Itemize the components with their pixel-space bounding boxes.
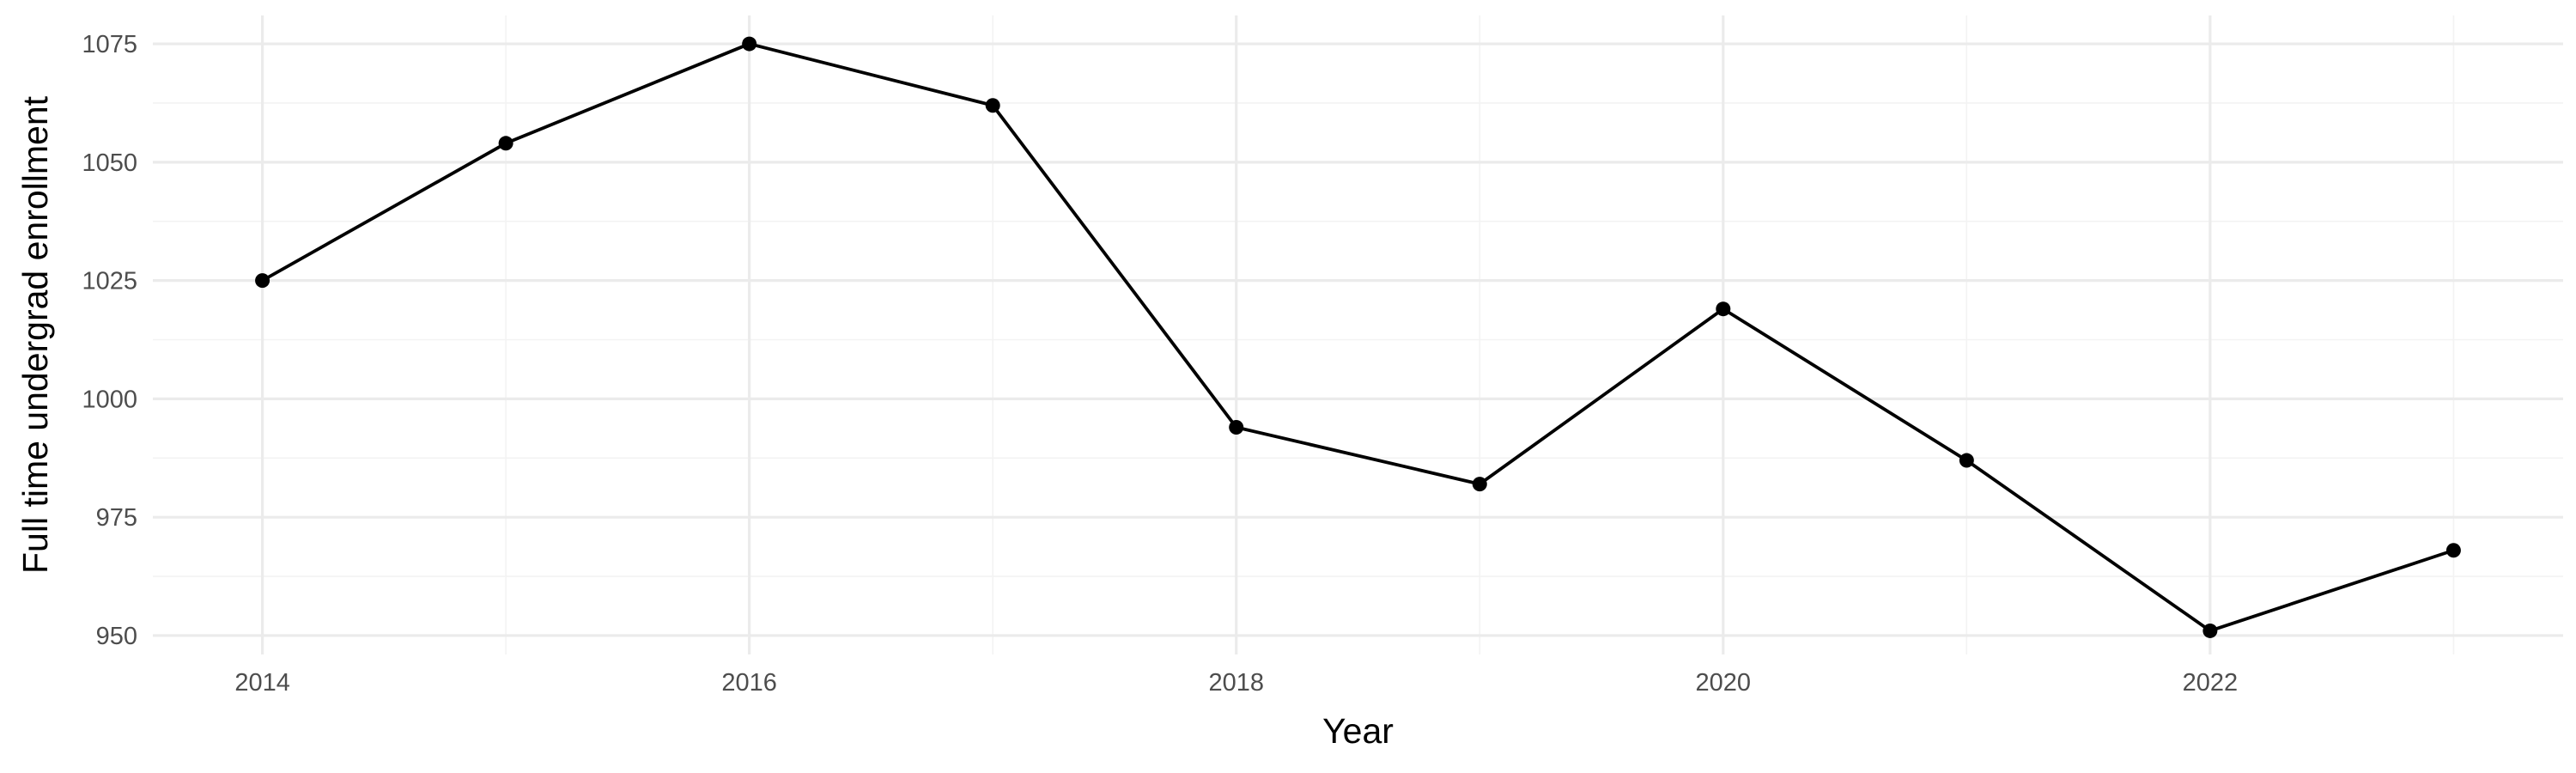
minor-gridlines — [153, 15, 2563, 654]
y-axis-title: Full time undergrad enrollment — [15, 95, 55, 574]
data-point — [742, 36, 757, 52]
data-point — [498, 136, 513, 151]
data-point — [1959, 453, 1974, 468]
y-tick-label: 1050 — [82, 149, 137, 177]
data-point — [1229, 419, 1244, 435]
x-tick-label: 2014 — [234, 669, 290, 697]
series-line — [260, 42, 2456, 633]
y-tick-label: 950 — [96, 623, 137, 650]
x-axis-title: Year — [1322, 711, 1394, 751]
x-tick-label: 2018 — [1208, 669, 1264, 697]
data-point — [1472, 477, 1487, 492]
data-point — [2445, 543, 2461, 558]
major-gridlines — [153, 15, 2563, 654]
y-tick-label: 1000 — [82, 386, 137, 413]
data-point — [255, 273, 270, 289]
y-axis-tick-labels: 950 975 1000 1025 1050 1075 — [82, 31, 137, 650]
x-tick-label: 2016 — [721, 669, 777, 697]
data-point — [985, 98, 1000, 113]
data-point — [1716, 301, 1731, 317]
x-tick-label: 2020 — [1696, 669, 1752, 697]
y-tick-label: 975 — [96, 504, 137, 532]
y-tick-label: 1025 — [82, 268, 137, 295]
x-tick-label: 2022 — [2183, 669, 2239, 697]
series-layer — [255, 36, 2461, 638]
data-point — [2202, 623, 2218, 638]
x-axis-tick-labels: 2014 2016 2018 2020 2022 — [234, 669, 2238, 697]
y-tick-label: 1075 — [82, 31, 137, 58]
